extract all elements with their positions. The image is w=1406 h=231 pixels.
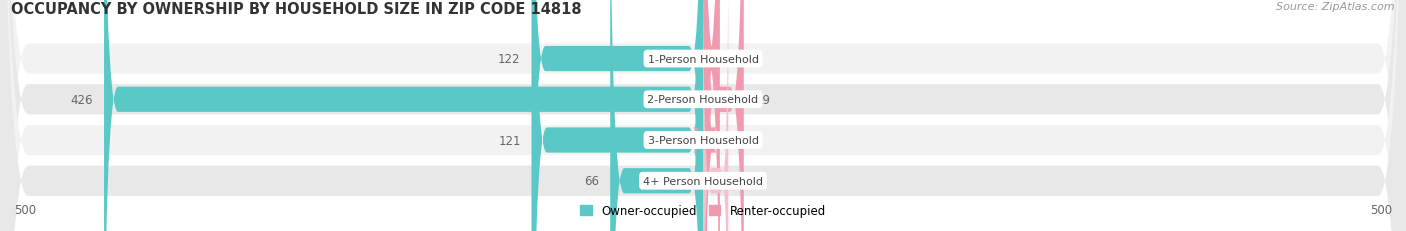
FancyBboxPatch shape (693, 0, 717, 231)
Text: OCCUPANCY BY OWNERSHIP BY HOUSEHOLD SIZE IN ZIP CODE 14818: OCCUPANCY BY OWNERSHIP BY HOUSEHOLD SIZE… (11, 2, 582, 17)
Text: 426: 426 (70, 93, 93, 106)
Text: 122: 122 (498, 53, 520, 66)
FancyBboxPatch shape (703, 0, 728, 231)
Text: 0: 0 (740, 174, 747, 187)
Legend: Owner-occupied, Renter-occupied: Owner-occupied, Renter-occupied (579, 204, 827, 217)
FancyBboxPatch shape (533, 0, 703, 231)
Text: 66: 66 (583, 174, 599, 187)
Text: 12: 12 (731, 53, 747, 66)
FancyBboxPatch shape (531, 0, 703, 231)
Text: 29: 29 (755, 93, 770, 106)
Text: 4+ Person Household: 4+ Person Household (643, 176, 763, 186)
Text: 1-Person Household: 1-Person Household (648, 54, 758, 64)
FancyBboxPatch shape (104, 0, 703, 231)
Text: Source: ZipAtlas.com: Source: ZipAtlas.com (1277, 2, 1395, 12)
FancyBboxPatch shape (610, 0, 703, 231)
Text: 2-Person Household: 2-Person Household (647, 95, 759, 105)
Text: 3-Person Household: 3-Person Household (648, 135, 758, 145)
Text: 3: 3 (718, 134, 725, 147)
FancyBboxPatch shape (703, 0, 744, 231)
FancyBboxPatch shape (703, 0, 720, 231)
Text: 121: 121 (499, 134, 522, 147)
Text: 500: 500 (14, 204, 37, 216)
Text: 500: 500 (1369, 204, 1392, 216)
